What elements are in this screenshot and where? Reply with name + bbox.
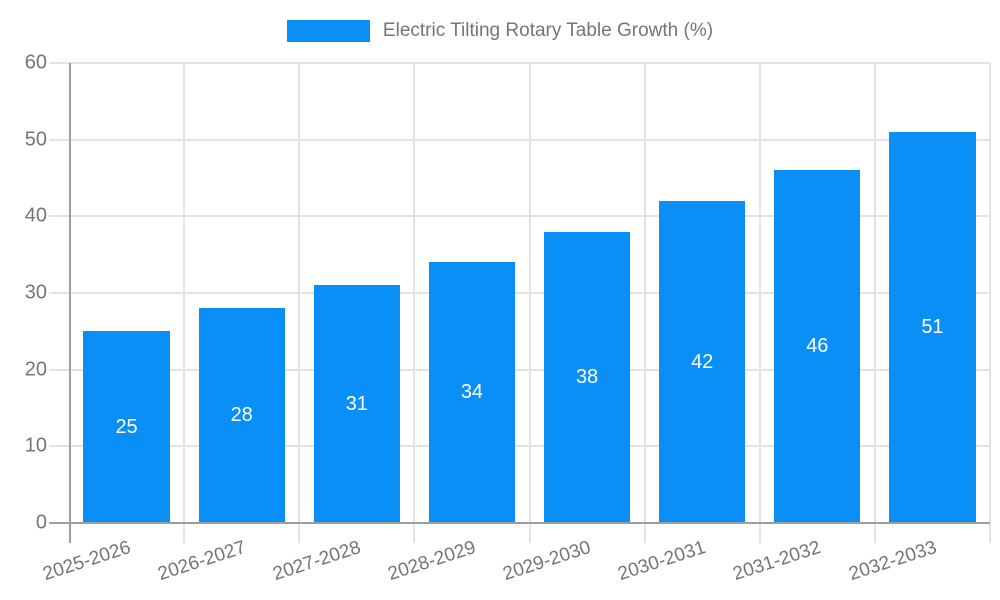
x-tick-label: 2027-2028 (270, 537, 364, 586)
x-tick-label: 2028-2029 (385, 537, 479, 586)
x-tick-label: 2030-2031 (615, 537, 709, 586)
x-tick-label: 2032-2033 (846, 537, 939, 586)
v-gridline (758, 63, 761, 543)
y-tick-label: 40 (24, 204, 47, 227)
v-gridline (528, 63, 531, 543)
x-axis-line (49, 522, 990, 524)
bar[interactable]: 51 (889, 132, 976, 523)
bar-value-label: 34 (460, 381, 484, 404)
x-tick-label: 2026-2027 (155, 537, 249, 586)
h-gridline (49, 215, 990, 218)
y-tick-label: 20 (24, 358, 47, 381)
y-tick-label: 0 (35, 511, 47, 534)
y-axis-line (69, 63, 71, 543)
v-gridline (989, 63, 991, 543)
bar[interactable]: 42 (659, 201, 746, 523)
bar-value-label: 31 (345, 392, 368, 415)
legend-swatch[interactable] (286, 20, 370, 42)
bar-value-label: 25 (115, 415, 138, 438)
bar[interactable]: 25 (83, 331, 170, 523)
bar-value-label: 42 (691, 350, 714, 373)
y-tick-label: 10 (24, 434, 47, 457)
h-gridline (49, 292, 990, 294)
v-gridline (643, 63, 646, 543)
bar-value-label: 46 (806, 335, 829, 358)
bar[interactable]: 31 (313, 285, 400, 523)
v-gridline (413, 63, 416, 543)
x-tick-label: 2031-2032 (730, 537, 824, 586)
h-gridline (49, 368, 990, 371)
bar-value-label: 51 (921, 316, 944, 338)
y-tick-label: 50 (24, 128, 47, 151)
v-gridline (298, 63, 301, 543)
bar[interactable]: 34 (428, 262, 516, 523)
h-gridline (49, 445, 990, 448)
bar[interactable]: 46 (774, 170, 861, 523)
bar-value-label: 38 (575, 365, 599, 388)
v-gridline (873, 63, 876, 543)
y-tick-label: 30 (24, 281, 47, 304)
bar[interactable]: 38 (543, 231, 631, 523)
v-gridline (183, 63, 186, 543)
chart-legend[interactable]: Electric Tilting Rotary Table Growth (%) (0, 19, 1000, 43)
bar[interactable]: 28 (198, 308, 285, 523)
plot-area: 0 10 20 30 40 50 60 25 28 31 34 38 42 46 51 2025-2026 20… (25, 52, 991, 585)
x-tick-label: 2029-2030 (500, 537, 594, 586)
x-tick-label: 2025-2026 (40, 537, 134, 586)
bar-value-label: 28 (230, 404, 253, 427)
h-gridline (49, 138, 990, 141)
h-gridline (49, 62, 990, 64)
y-tick-label: 60 (24, 51, 47, 74)
legend-label: Electric Tilting Rotary Table Growth (%) (382, 20, 714, 41)
